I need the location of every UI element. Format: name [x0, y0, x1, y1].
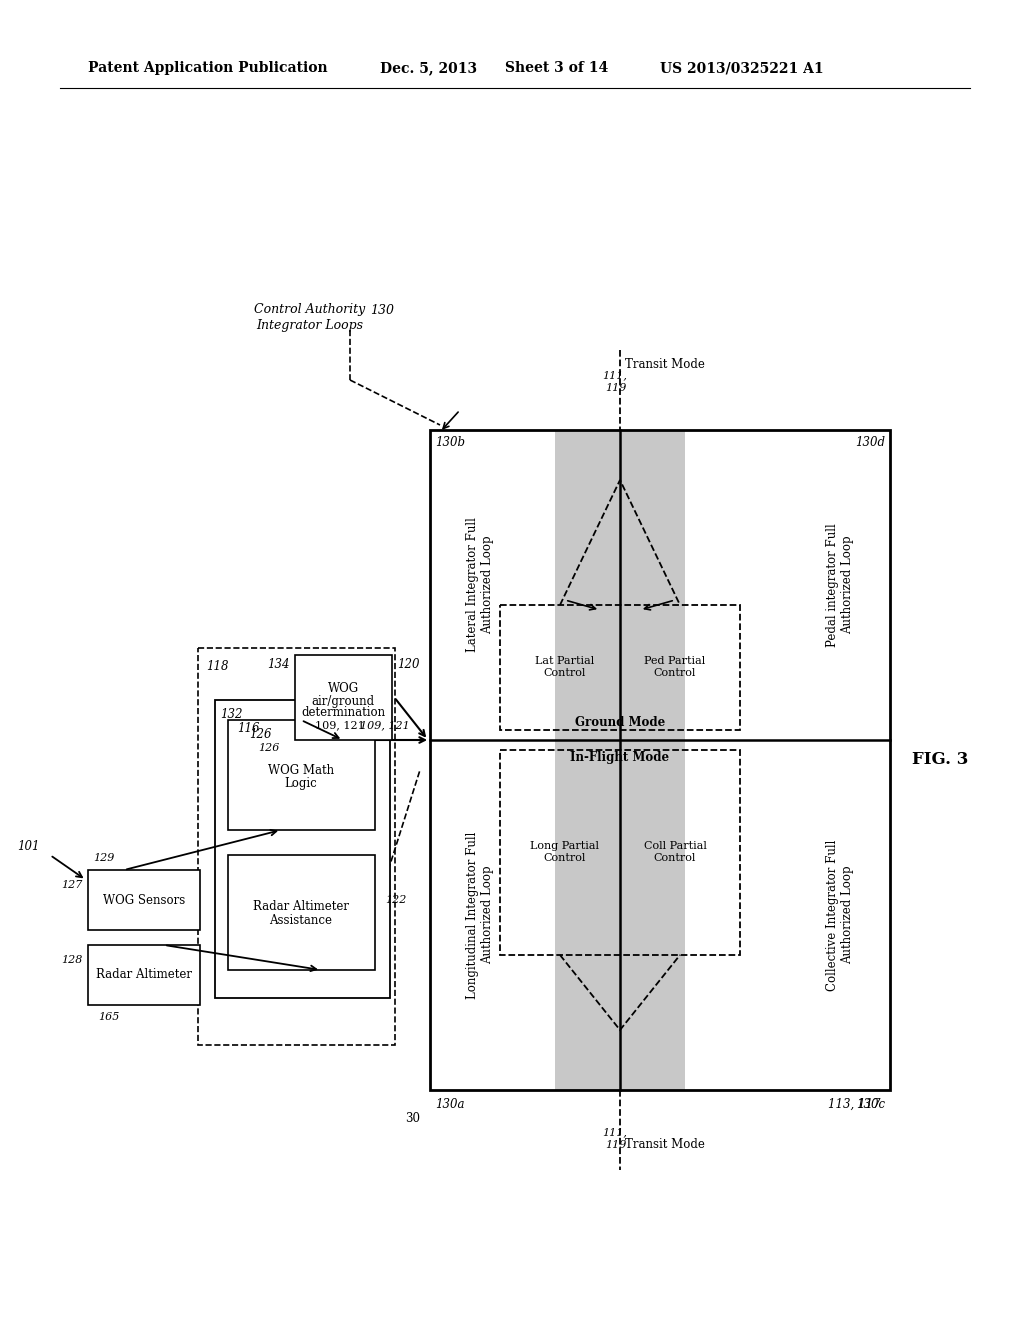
Bar	[500, 750, 740, 954]
Bar	[228, 855, 375, 970]
Text: 134: 134	[267, 659, 290, 672]
Text: 130: 130	[370, 304, 394, 317]
Text: Integrator Loops: Integrator Loops	[256, 318, 364, 331]
Text: Lat Partial
Control: Lat Partial Control	[536, 656, 595, 677]
Text: 130b: 130b	[435, 436, 465, 449]
Text: 118: 118	[206, 660, 228, 672]
Bar	[228, 719, 375, 830]
Text: Sheet 3 of 14: Sheet 3 of 14	[505, 61, 608, 75]
Bar	[555, 741, 685, 1090]
Text: Ped Partial
Control: Ped Partial Control	[644, 656, 706, 677]
Text: WOG Sensors: WOG Sensors	[102, 894, 185, 907]
Text: Long Partial
Control: Long Partial Control	[530, 841, 599, 863]
Text: 129: 129	[93, 853, 115, 863]
Text: Coll Partial
Control: Coll Partial Control	[643, 841, 707, 863]
Text: 126: 126	[259, 743, 280, 752]
Text: Control Authority: Control Authority	[254, 304, 366, 317]
Text: determination: determination	[301, 706, 385, 719]
Text: Assistance: Assistance	[269, 915, 333, 928]
Text: 130c: 130c	[856, 1097, 885, 1110]
Text: Transit Mode: Transit Mode	[625, 1138, 705, 1151]
Bar	[555, 430, 685, 1090]
Text: Patent Application Publication: Patent Application Publication	[88, 61, 328, 75]
Text: 30: 30	[406, 1111, 420, 1125]
Text: Logic: Logic	[285, 777, 317, 791]
Text: 132: 132	[220, 709, 243, 722]
Bar	[500, 605, 740, 730]
Text: Longitudinal Integrator Full
Authorized Loop: Longitudinal Integrator Full Authorized …	[466, 832, 494, 999]
Text: 111,: 111,	[602, 1127, 627, 1137]
Text: FIG. 3: FIG. 3	[911, 751, 968, 768]
Text: Collective Integrator Full
Authorized Loop: Collective Integrator Full Authorized Lo…	[826, 840, 854, 991]
Text: 122: 122	[385, 895, 407, 906]
Text: 116: 116	[237, 722, 259, 734]
Bar	[88, 870, 200, 931]
Text: Transit Mode: Transit Mode	[625, 359, 705, 371]
Text: 119: 119	[605, 1140, 627, 1150]
Text: 130d: 130d	[855, 436, 885, 449]
Text: US 2013/0325221 A1: US 2013/0325221 A1	[660, 61, 823, 75]
Text: In-Flight Mode: In-Flight Mode	[570, 751, 670, 764]
Bar	[555, 430, 685, 741]
Text: Ground Mode: Ground Mode	[574, 715, 666, 729]
Text: WOG: WOG	[328, 682, 358, 696]
Bar	[295, 655, 392, 741]
Text: 119: 119	[605, 383, 627, 393]
Bar	[215, 700, 390, 998]
Bar	[555, 430, 685, 741]
Text: 126: 126	[250, 729, 272, 742]
Text: 111,: 111,	[602, 370, 627, 380]
Bar	[430, 430, 890, 1090]
Bar	[198, 648, 395, 1045]
Text: Dec. 5, 2013: Dec. 5, 2013	[380, 61, 477, 75]
Text: 113, 117: 113, 117	[827, 1097, 880, 1110]
Text: 128: 128	[61, 954, 83, 965]
Text: Radar Altimeter: Radar Altimeter	[96, 969, 193, 982]
Text: Radar Altimeter: Radar Altimeter	[253, 900, 349, 913]
Text: WOG Math: WOG Math	[268, 763, 334, 776]
Text: 101: 101	[17, 841, 40, 854]
Text: 109, 121: 109, 121	[315, 719, 365, 730]
Text: Pedal integrator Full
Authorized Loop: Pedal integrator Full Authorized Loop	[826, 523, 854, 647]
Text: 109, 121: 109, 121	[360, 719, 410, 730]
Bar	[88, 945, 200, 1005]
Text: 130a: 130a	[435, 1097, 465, 1110]
Text: air/ground: air/ground	[311, 694, 375, 708]
Text: Lateral Integrator Full
Authorized Loop: Lateral Integrator Full Authorized Loop	[466, 517, 494, 652]
Text: 165: 165	[98, 1012, 120, 1022]
Text: 120: 120	[397, 659, 420, 672]
Text: 127: 127	[61, 880, 83, 890]
